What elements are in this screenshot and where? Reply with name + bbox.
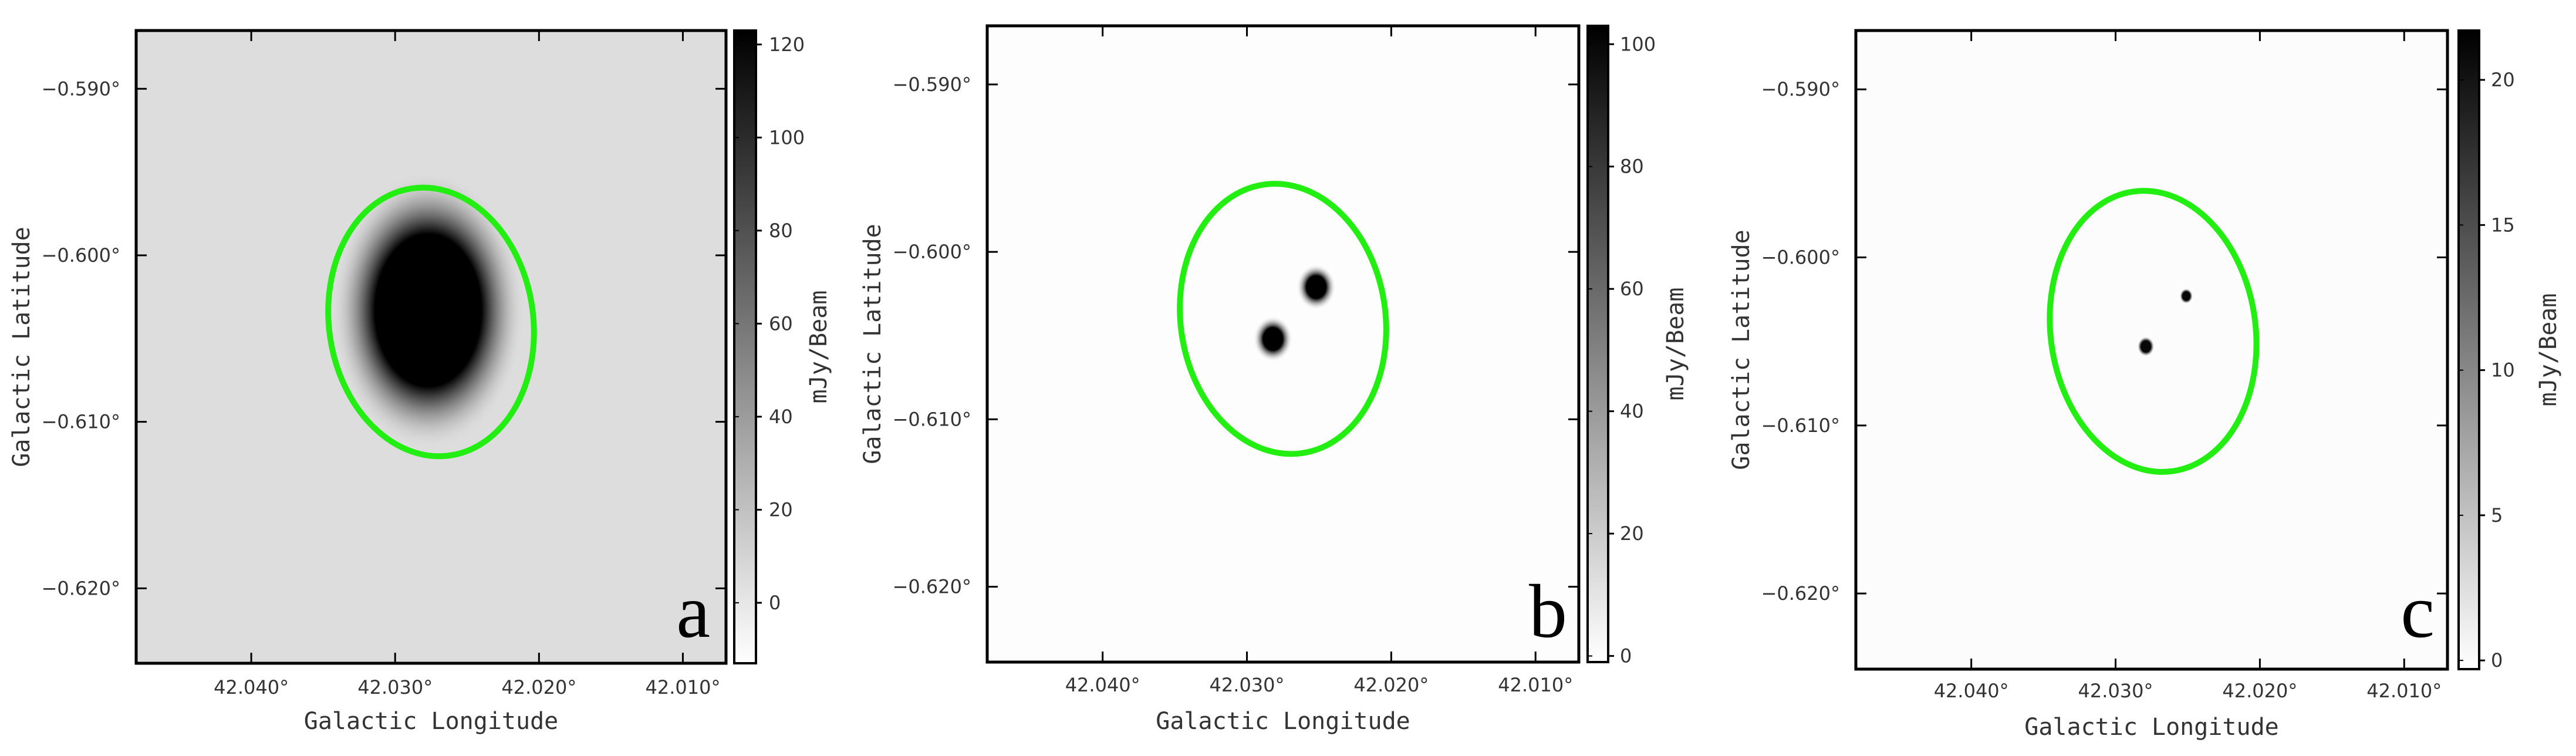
emission-source	[1297, 264, 1336, 310]
y-tick-label: −0.590°	[42, 77, 120, 100]
y-tick-label: −0.600°	[42, 244, 120, 266]
y-tick-label: −0.620°	[893, 576, 971, 598]
colorbar-tick-label: 20	[1620, 522, 1644, 545]
colorbar-tick-label: 60	[769, 312, 793, 335]
colorbar-tick-label: 80	[769, 220, 793, 242]
y-axis-title: Galactic Latitude	[1728, 230, 1755, 470]
y-tick-label: −0.620°	[42, 577, 120, 599]
panel-letter: b	[1529, 569, 1567, 654]
x-tick-label: 42.030°	[357, 676, 433, 698]
x-tick-label: 42.020°	[501, 676, 576, 698]
y-tick-label: −0.610°	[42, 411, 120, 433]
emission-source	[1253, 316, 1293, 362]
x-tick-label: 42.010°	[2366, 680, 2442, 702]
y-tick-label: −0.610°	[893, 408, 971, 430]
colorbar-tick-label: 0	[2491, 649, 2503, 671]
panel-letter: a	[676, 569, 710, 654]
emission-source	[2179, 288, 2193, 304]
colorbar-tick-label: 40	[1620, 400, 1644, 423]
colorbar-title: mJy/Beam	[2535, 293, 2562, 407]
colorbar	[733, 29, 757, 664]
colorbar-tick-label: 0	[1620, 645, 1632, 667]
x-tick-label: 42.030°	[1210, 674, 1285, 696]
colorbar-tick-label: 20	[2491, 69, 2515, 91]
source-contour	[2047, 188, 2260, 475]
x-tick-label: 42.030°	[2078, 680, 2153, 702]
plot-frame	[134, 29, 728, 665]
colorbar-tick-label: 80	[1620, 156, 1644, 178]
x-tick-label: 42.020°	[2222, 680, 2297, 702]
x-tick-label: 42.040°	[1065, 674, 1140, 696]
x-axis-title: Galactic Longitude	[1156, 708, 1410, 735]
panel-c: 42.040° 42.030° 42.020° 42.010° −0.590° −0.60…	[1728, 29, 2562, 741]
y-tick-label: −0.590°	[893, 73, 971, 96]
colorbar-tick-label: 5	[2491, 504, 2503, 526]
colorbar-tick-label: 60	[1620, 278, 1644, 300]
panel-letter: c	[2401, 569, 2435, 654]
y-axis-title: Galactic Latitude	[859, 224, 886, 464]
colorbar-tick-label: 20	[769, 498, 793, 521]
source-contour	[325, 184, 537, 460]
colorbar	[1586, 25, 1609, 663]
x-tick-label: 42.010°	[645, 676, 720, 698]
x-tick-label: 42.040°	[214, 676, 289, 698]
y-tick-label: −0.600°	[893, 241, 971, 263]
colorbar-tick-label: 15	[2491, 214, 2515, 236]
plot-frame	[1854, 29, 2449, 671]
colorbar-tick-label: 120	[769, 33, 805, 56]
x-tick-label: 42.020°	[1353, 674, 1429, 696]
x-axis-title: Galactic Longitude	[304, 708, 558, 735]
y-tick-label: −0.610°	[1761, 414, 1840, 437]
emission-source	[2138, 336, 2155, 356]
y-tick-label: −0.620°	[1761, 582, 1840, 605]
colorbar-title: mJy/Beam	[805, 291, 832, 404]
emission-source	[331, 171, 525, 449]
colorbar	[2457, 29, 2480, 670]
x-axis-title: Galactic Longitude	[2024, 714, 2278, 741]
panel-a: 42.040° 42.030° 42.020° 42.010° −0.590° −0.60…	[8, 29, 832, 735]
colorbar-tick-label: 0	[769, 592, 781, 614]
source-contour	[1177, 181, 1389, 457]
y-tick-label: −0.600°	[1761, 247, 1840, 269]
y-axis-title: Galactic Latitude	[8, 227, 35, 467]
plot-frame	[985, 24, 1581, 664]
colorbar-title: mJy/Beam	[1662, 288, 1689, 401]
colorbar-tick-label: 100	[1620, 33, 1656, 55]
x-tick-label: 42.040°	[1934, 680, 2009, 702]
x-tick-label: 42.010°	[1498, 674, 1573, 696]
colorbar-tick-label: 10	[2491, 359, 2515, 382]
colorbar-tick-label: 100	[769, 126, 805, 148]
colorbar-tick-label: 40	[769, 406, 793, 428]
y-tick-label: −0.590°	[1761, 78, 1840, 100]
panel-b: 42.040° 42.030° 42.020° 42.010° −0.590° −0.60…	[859, 24, 1689, 735]
